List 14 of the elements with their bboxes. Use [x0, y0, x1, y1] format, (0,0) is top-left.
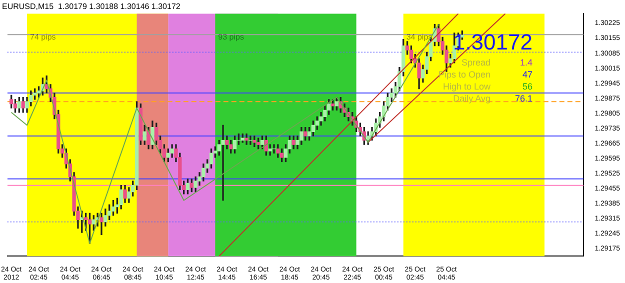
- annotation: Pips to Open: [438, 70, 490, 80]
- candlestick: [221, 124, 225, 201]
- band-label: 93 pips: [218, 32, 244, 42]
- candlestick: [100, 212, 104, 236]
- annotation: Spread: [461, 58, 490, 68]
- annotation: 1.4: [520, 58, 532, 68]
- annotation: Daily Avg: [453, 94, 490, 104]
- chart-title: EURUSD,M15 1.30179 1.30188 1.30146 1.30172: [2, 2, 181, 12]
- band-label: 74 pips: [30, 32, 56, 42]
- annotation: High to Low: [442, 82, 491, 92]
- annotation: 47: [522, 70, 532, 80]
- annotation: 56: [522, 82, 532, 92]
- candlestick: [244, 133, 248, 145]
- annotation: 76.1: [514, 94, 532, 104]
